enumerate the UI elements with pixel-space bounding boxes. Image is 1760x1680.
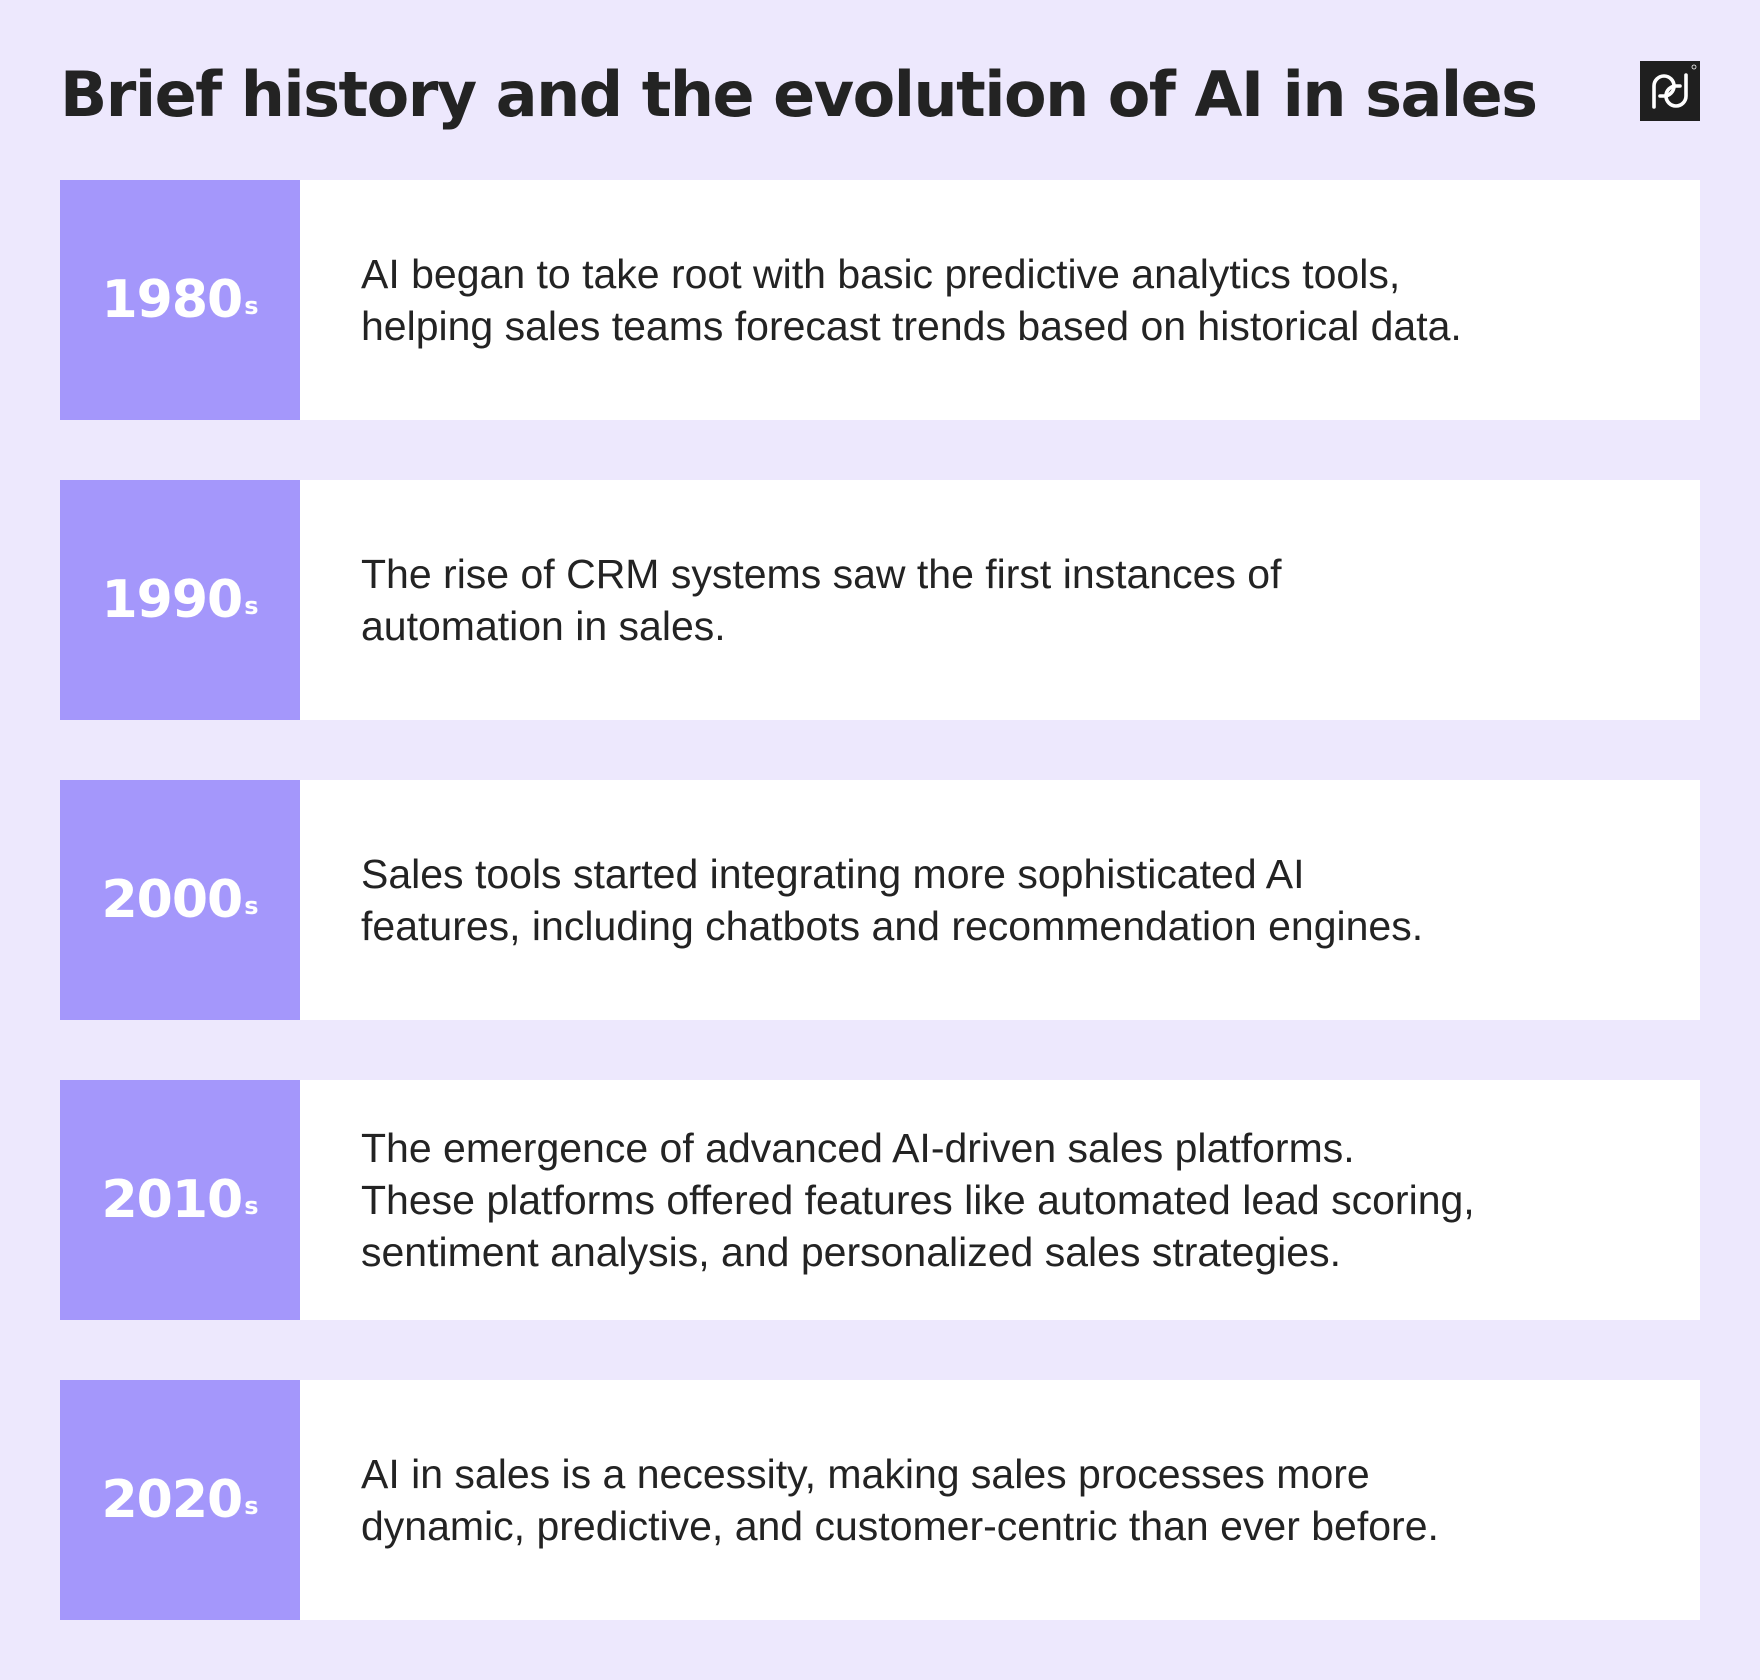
era-decade: 2010: [101, 1170, 243, 1230]
era-description-card: AI in sales is a necessity, making sales…: [300, 1380, 1700, 1620]
era-decade: 1980: [101, 270, 243, 330]
timeline: 1980 s AI began to take root with basic p…: [60, 180, 1700, 1680]
timeline-row-2000s: 2000 s Sales tools started integrating mo…: [60, 780, 1700, 1020]
page-title: Brief history and the evolution of AI in…: [60, 58, 1538, 131]
era-description: Sales tools started integrating more sop…: [361, 851, 1424, 949]
era-suffix: s: [244, 1192, 259, 1220]
era-description: The rise of CRM systems saw the first in…: [361, 551, 1282, 649]
era-description-card: Sales tools started integrating more sop…: [300, 780, 1700, 1020]
era-suffix: s: [244, 292, 259, 320]
timeline-row-2010s: 2010 s The emergence of advanced AI-drive…: [60, 1080, 1700, 1320]
timeline-row-1980s: 1980 s AI began to take root with basic p…: [60, 180, 1700, 420]
era-label: 2010 s: [60, 1080, 300, 1320]
era-suffix: s: [244, 592, 259, 620]
era-label: 1980 s: [60, 180, 300, 420]
era-description-card: The rise of CRM systems saw the first in…: [300, 480, 1700, 720]
timeline-row-2020s: 2020 s AI in sales is a necessity, making…: [60, 1380, 1700, 1620]
era-label: 2000 s: [60, 780, 300, 1020]
era-decade: 1990: [101, 570, 243, 630]
era-label: 1990 s: [60, 480, 300, 720]
pd-logo-icon: [1640, 61, 1700, 121]
era-decade: 2000: [101, 870, 243, 930]
era-description-card: AI began to take root with basic predict…: [300, 180, 1700, 420]
era-description: AI in sales is a necessity, making sales…: [361, 1451, 1439, 1549]
era-description-card: The emergence of advanced AI-driven sale…: [300, 1080, 1700, 1320]
era-description: The emergence of advanced AI-driven sale…: [361, 1125, 1475, 1275]
era-decade: 2020: [101, 1470, 243, 1530]
pd-logo-mark: [1652, 64, 1697, 109]
era-label: 2020 s: [60, 1380, 300, 1620]
timeline-row-1990s: 1990 s The rise of CRM systems saw the fi…: [60, 480, 1700, 720]
era-suffix: s: [244, 892, 259, 920]
era-suffix: s: [244, 1492, 259, 1520]
era-description: AI began to take root with basic predict…: [361, 251, 1462, 349]
